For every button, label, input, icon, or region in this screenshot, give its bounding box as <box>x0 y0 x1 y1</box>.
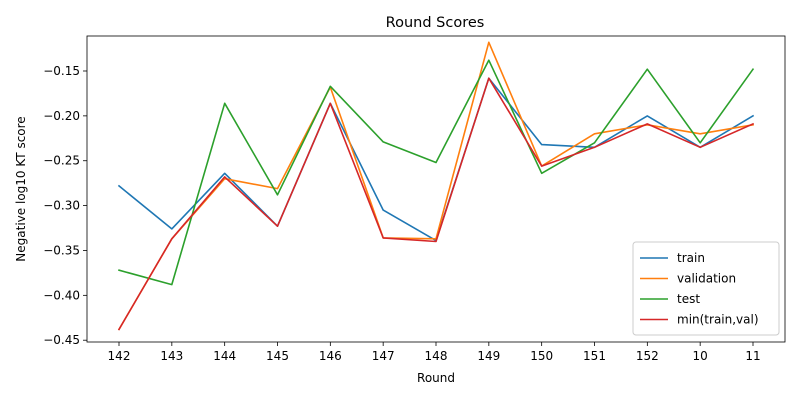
x-tick-label: 145 <box>266 349 289 363</box>
y-tick-label: −0.45 <box>43 333 80 347</box>
y-tick-label: −0.25 <box>43 154 80 168</box>
x-tick-label: 150 <box>530 349 553 363</box>
x-tick-label: 143 <box>160 349 183 363</box>
series-line-min-train-val <box>117 77 755 331</box>
x-tick-label: 10 <box>693 349 708 363</box>
x-tick-label: 142 <box>108 349 131 363</box>
x-tick-label: 11 <box>745 349 760 363</box>
x-axis-label: Round <box>417 371 455 385</box>
legend-label: train <box>677 251 705 265</box>
legend-frame <box>632 241 780 336</box>
series-line-train <box>117 77 755 242</box>
x-tick-label: 149 <box>477 349 500 363</box>
x-tick-label: 151 <box>583 349 606 363</box>
series-lines <box>117 41 755 331</box>
series-line-validation <box>117 41 754 331</box>
chart-title: Round Scores <box>386 15 485 31</box>
y-axis: −0.45 −0.40 −0.35 −0.30 −0.25 −0.20 −0.15 <box>43 64 87 347</box>
y-tick-label: −0.40 <box>43 288 80 302</box>
y-tick-label: −0.30 <box>43 199 80 213</box>
y-axis-label: Negative log10 KT score <box>14 116 28 261</box>
x-tick-label: 144 <box>213 349 236 363</box>
x-tick-label: 147 <box>372 349 395 363</box>
series-line-test <box>118 59 755 286</box>
legend-label: validation <box>677 272 736 286</box>
x-axis: 142 143 144 145 146 147 148 149 150 151 152 10 11 <box>108 342 761 363</box>
legend: train validation test min(train,val) <box>632 241 780 336</box>
x-tick-label: 152 <box>636 349 659 363</box>
legend-label: min(train,val) <box>677 313 759 327</box>
x-tick-label: 146 <box>319 349 342 363</box>
y-tick-label: −0.35 <box>43 243 80 257</box>
y-tick-label: −0.20 <box>43 109 80 123</box>
legend-label: test <box>677 292 700 306</box>
x-tick-label: 148 <box>425 349 448 363</box>
y-tick-label: −0.15 <box>43 64 80 78</box>
